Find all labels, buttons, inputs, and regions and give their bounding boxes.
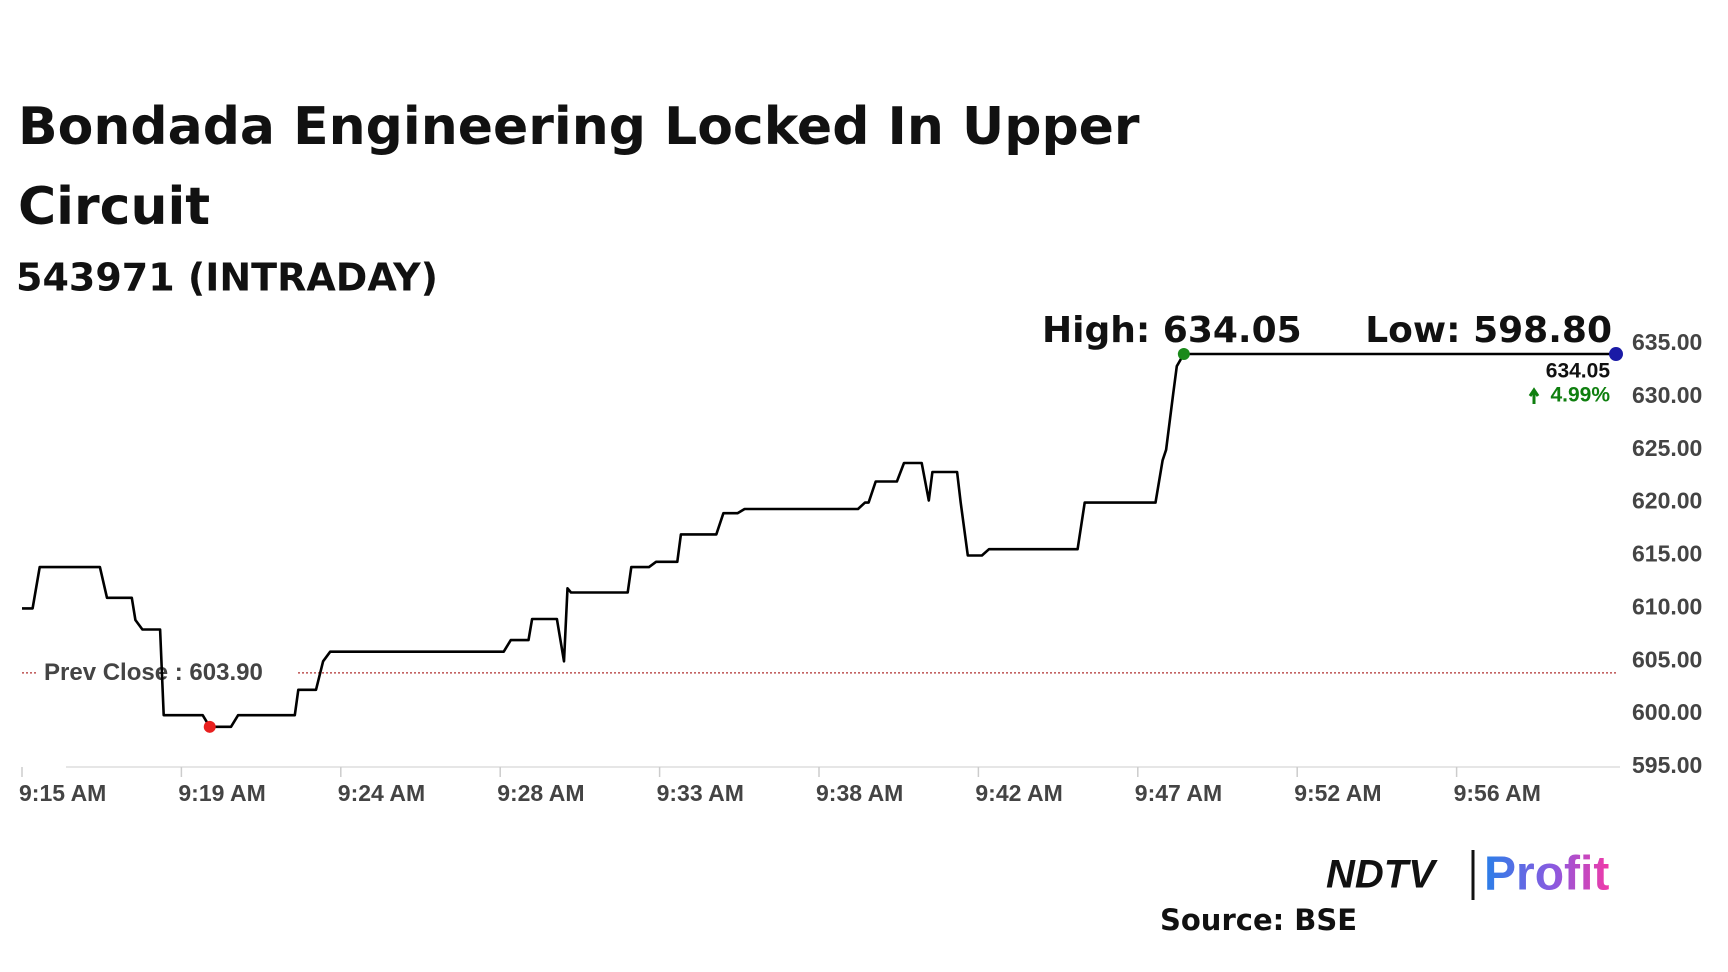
- low-label: Low: 598.80: [1365, 310, 1612, 351]
- change-label: 4.99%: [1550, 384, 1610, 407]
- high-label: High: 634.05: [1042, 310, 1302, 351]
- y-tick-label: 630.00: [1632, 382, 1702, 408]
- up-arrow: [1528, 387, 1540, 404]
- y-tick-label: 615.00: [1632, 541, 1702, 567]
- last-value: 634.05: [1546, 360, 1611, 383]
- prev-close-label-bg: [38, 656, 298, 689]
- logo-profit: Profit: [1484, 848, 1609, 901]
- x-tick-label: 9:28 AM: [497, 780, 584, 806]
- last-marker: [1609, 347, 1623, 362]
- source: Source: BSE: [1160, 903, 1357, 937]
- y-tick-label: 605.00: [1632, 646, 1702, 672]
- y-tick-label: 635.00: [1632, 329, 1702, 355]
- high-marker: [1177, 348, 1190, 361]
- y-tick-label: 595.00: [1632, 752, 1702, 778]
- plot: 635.00 630.00 625.00 620.00 615.00 610.00 605.…: [19, 310, 1702, 806]
- y-tick-label: 620.00: [1632, 488, 1702, 514]
- y-tick-label: 610.00: [1632, 593, 1702, 619]
- x-tick-label: 9:19 AM: [178, 780, 265, 806]
- price-line: [22, 352, 1616, 729]
- x-tick-label: 9:47 AM: [1135, 780, 1222, 806]
- x-tick-label: 9:24 AM: [338, 780, 425, 806]
- prev-close-label: Prev Close : 603.90: [44, 659, 263, 686]
- x-tick-label: 9:15 AM: [19, 780, 106, 806]
- logo-ndtv: NDTV: [1326, 853, 1438, 897]
- x-tick-label: 9:52 AM: [1294, 780, 1381, 806]
- chart-title: Bondada Engineering Locked In Upper Circu…: [18, 97, 1140, 237]
- x-tick-label: 9:42 AM: [975, 780, 1062, 806]
- y-tick-label: 600.00: [1632, 699, 1702, 725]
- x-tick-label: 9:38 AM: [816, 780, 903, 806]
- x-tick-label: 9:33 AM: [657, 780, 744, 806]
- chart-subtitle: 543971 (INTRADAY): [16, 256, 438, 300]
- y-tick-label: 625.00: [1632, 435, 1702, 461]
- logo: NDTV Profit: [1326, 848, 1609, 901]
- x-tick-label: 9:56 AM: [1454, 780, 1541, 806]
- low-marker: [203, 720, 216, 733]
